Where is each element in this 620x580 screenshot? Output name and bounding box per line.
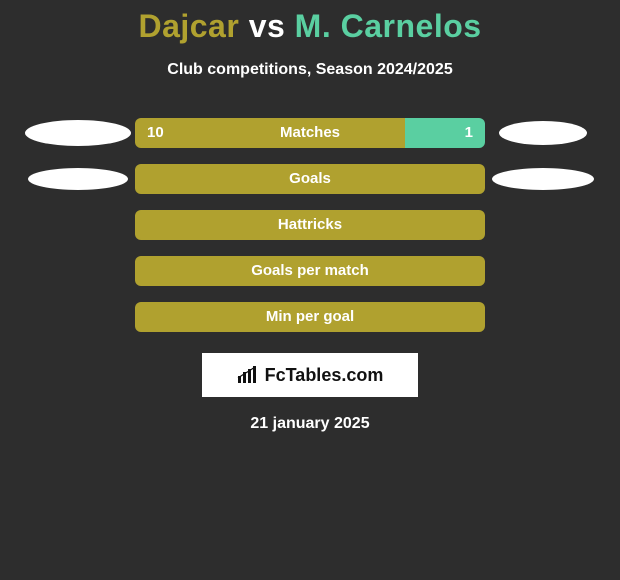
- bar-segment-a: [135, 302, 485, 332]
- stat-row-goals-per-match: Goals per match: [0, 255, 620, 287]
- stat-value-a: 10: [147, 118, 164, 148]
- title-player-b: M. Carnelos: [295, 8, 482, 44]
- stat-bar: Min per goal: [135, 302, 485, 332]
- bar-chart-icon: [237, 366, 259, 384]
- bar-segment-a: [135, 256, 485, 286]
- bar-segment-a: [135, 164, 485, 194]
- page-title: Dajcar vs M. Carnelos: [0, 0, 620, 45]
- subtitle: Club competitions, Season 2024/2025: [0, 61, 620, 79]
- player-b-marker: [499, 121, 587, 145]
- player-b-marker: [492, 168, 594, 190]
- player-a-marker: [25, 120, 131, 146]
- bar-segment-a: [135, 210, 485, 240]
- right-oval-slot: [485, 168, 600, 190]
- right-oval-slot: [485, 121, 600, 145]
- stat-row-hattricks: Hattricks: [0, 209, 620, 241]
- date: 21 january 2025: [0, 415, 620, 433]
- logo-text: FcTables.com: [265, 365, 384, 386]
- title-player-a: Dajcar: [138, 8, 239, 44]
- infographic-container: Dajcar vs M. Carnelos Club competitions,…: [0, 0, 620, 580]
- stat-row-goals: Goals: [0, 163, 620, 195]
- title-vs: vs: [249, 8, 286, 44]
- stat-bar: Goals per match: [135, 256, 485, 286]
- bar-segment-a: [135, 118, 405, 148]
- stat-bar: 10 Matches 1: [135, 118, 485, 148]
- stat-row-matches: 10 Matches 1: [0, 117, 620, 149]
- logo: FcTables.com: [237, 365, 384, 386]
- stat-row-min-per-goal: Min per goal: [0, 301, 620, 333]
- stat-rows: 10 Matches 1 Goals: [0, 117, 620, 333]
- left-oval-slot: [20, 120, 135, 146]
- player-a-marker: [28, 168, 128, 190]
- left-oval-slot: [20, 168, 135, 190]
- stat-bar: Hattricks: [135, 210, 485, 240]
- logo-box: FcTables.com: [202, 353, 418, 397]
- stat-value-b: 1: [465, 118, 473, 148]
- stat-bar: Goals: [135, 164, 485, 194]
